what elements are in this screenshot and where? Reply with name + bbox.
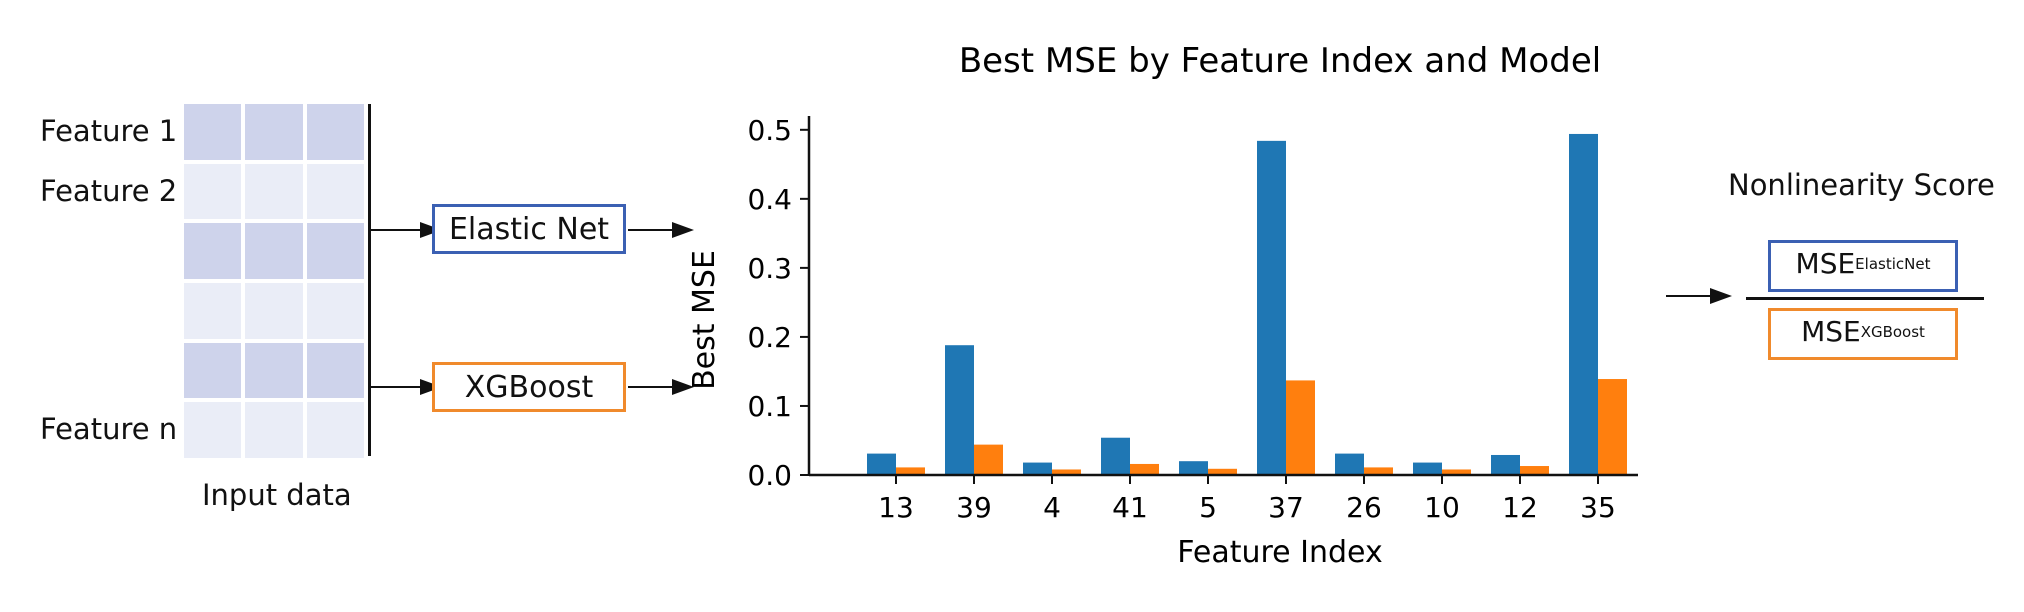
grid-cell (306, 104, 364, 160)
mse-bar-chart: Best MSE by Feature Index and Model Best… (687, 41, 1638, 570)
x-tick-label: 26 (1346, 491, 1382, 524)
grid-cell (306, 342, 364, 399)
y-tick-label: 0.2 (747, 321, 792, 354)
mse-xgboost-base: MSE (1801, 315, 1861, 348)
grid-cell (306, 223, 364, 279)
arrow-from-elastic-net (628, 229, 678, 231)
x-tick-label: 12 (1502, 491, 1538, 524)
bars-group (867, 133, 1627, 475)
grid-cell (306, 163, 364, 220)
xgboost-box: XGBoost (432, 362, 626, 412)
x-ticks-group: 13 39 4 41 5 37 26 10 12 35 (878, 475, 1616, 524)
arrow-to-score (1666, 295, 1718, 297)
arrowhead (672, 379, 694, 395)
bar-orange-41 (1130, 463, 1159, 475)
splitter-line (368, 104, 371, 456)
x-tick-label: 39 (956, 491, 992, 524)
grid-cell (245, 402, 303, 458)
x-tick-label: 41 (1112, 491, 1148, 524)
x-tick-label: 13 (878, 491, 914, 524)
bar-blue-12 (1491, 454, 1520, 475)
bar-orange-12 (1520, 466, 1549, 475)
grid-cell (245, 283, 303, 339)
x-tick-label: 37 (1268, 491, 1304, 524)
arrow-to-xgboost (370, 386, 426, 388)
grid-cell (184, 163, 242, 220)
y-tick-label: 0.4 (747, 183, 792, 216)
feature-n-label: Feature n (40, 412, 178, 446)
y-tick-label: 0.1 (747, 390, 792, 423)
bar-orange-4 (1052, 469, 1081, 475)
y-tick-label: 0.3 (747, 252, 792, 285)
y-tick-label: 0.0 (747, 459, 792, 492)
bar-orange-35 (1598, 379, 1627, 475)
arrowhead (672, 222, 694, 238)
input-data-grid (184, 104, 364, 458)
chart-title: Best MSE by Feature Index and Model (959, 41, 1601, 81)
grid-cell (184, 223, 242, 279)
bar-blue-26 (1335, 453, 1364, 475)
bar-blue-37 (1257, 140, 1286, 475)
mse-xgboost-sub: XGBoost (1860, 323, 1925, 341)
grid-cell (245, 163, 303, 220)
bar-orange-5 (1208, 468, 1237, 475)
nonlinearity-score-title: Nonlinearity Score (1728, 168, 1995, 202)
grid-cell (306, 402, 364, 458)
x-tick-label: 35 (1580, 491, 1616, 524)
bar-orange-10 (1442, 469, 1471, 475)
grid-cell (245, 104, 303, 160)
y-ticks-group: 0.0 0.1 0.2 0.3 0.4 0.5 (747, 114, 809, 492)
mse-elasticnet-box: MSE ElasticNet (1768, 240, 1958, 292)
input-data-caption: Input data (202, 478, 352, 512)
elastic-net-label: Elastic Net (448, 211, 610, 247)
mse-xgboost-box: MSE XGBoost (1768, 308, 1958, 360)
mse-elasticnet-sub: ElasticNet (1855, 255, 1931, 273)
grid-cell (184, 402, 242, 458)
elastic-net-box: Elastic Net (432, 204, 626, 254)
mse-elasticnet-base: MSE (1795, 247, 1856, 280)
feature-2-label: Feature 2 (40, 174, 178, 208)
bar-orange-13 (896, 467, 925, 475)
y-tick-label: 0.5 (747, 114, 792, 147)
x-axis-label: Feature Index (1177, 535, 1383, 570)
grid-cell (306, 283, 364, 339)
bar-blue-41 (1101, 437, 1130, 475)
xgboost-label: XGBoost (464, 369, 594, 405)
bar-blue-35 (1569, 133, 1598, 475)
x-tick-label: 5 (1199, 491, 1217, 524)
bar-blue-4 (1023, 462, 1052, 475)
bar-blue-39 (945, 345, 974, 475)
grid-cell (245, 223, 303, 279)
arrowhead (1710, 288, 1732, 304)
bar-orange-39 (974, 444, 1003, 475)
fraction-bar (1746, 297, 1984, 300)
feature-1-label: Feature 1 (40, 114, 178, 148)
y-axis-label: Best MSE (687, 250, 722, 390)
grid-cell (245, 342, 303, 399)
bar-blue-10 (1413, 462, 1442, 475)
bar-blue-5 (1179, 461, 1208, 475)
x-tick-label: 4 (1043, 491, 1061, 524)
grid-cell (184, 104, 242, 160)
arrow-to-elastic-net (370, 229, 426, 231)
bar-orange-26 (1364, 467, 1393, 475)
arrow-from-xgboost (628, 386, 678, 388)
x-tick-label: 10 (1424, 491, 1460, 524)
bar-blue-13 (867, 453, 896, 475)
grid-cell (184, 342, 242, 399)
grid-cell (184, 283, 242, 339)
bar-orange-37 (1286, 380, 1315, 475)
